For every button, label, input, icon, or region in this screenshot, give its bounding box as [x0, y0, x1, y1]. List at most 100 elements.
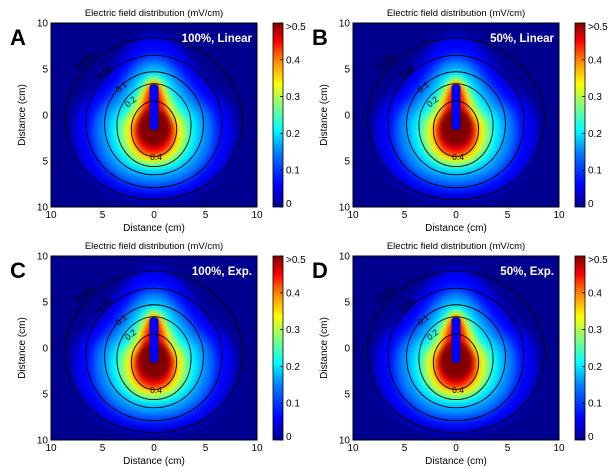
- panel-title: Electric field distribution (mV/cm): [387, 241, 525, 252]
- contour-line: [406, 304, 506, 409]
- x-tick-label: 5: [402, 210, 408, 221]
- colorbar-tick-label: 0.3: [286, 92, 300, 103]
- contour-line: [406, 71, 506, 176]
- colorbar-tick-label: 0.2: [588, 362, 602, 373]
- x-tick-label: 10: [553, 443, 565, 454]
- panel-letter: B: [312, 25, 328, 50]
- colorbar-tick-label: 0.2: [588, 129, 602, 140]
- x-axis-label: Distance (cm): [425, 456, 487, 467]
- colorbar-tick-label: 0.1: [588, 166, 602, 177]
- panel-letter: D: [312, 258, 328, 283]
- colorbar-tick-label: 0.3: [588, 92, 602, 103]
- colorbar-tick-label: >0.5: [286, 22, 306, 33]
- colorbar-tick-label: 0.2: [286, 362, 300, 373]
- colorbar: [272, 255, 284, 441]
- electrode: [149, 317, 159, 364]
- y-tick-label: 5: [344, 390, 350, 401]
- colorbar-tick-label: 0: [286, 432, 292, 443]
- x-tick-label: 0: [151, 443, 157, 454]
- colorbar-tick-label: >0.5: [286, 255, 306, 266]
- y-tick-label: 10: [37, 436, 49, 447]
- x-tick-label: 5: [505, 210, 511, 221]
- condition-label: 100%, Linear: [182, 33, 253, 45]
- contour-line: [64, 270, 244, 434]
- x-tick-label: 0: [151, 210, 157, 221]
- colorbar-tick-label: 0.1: [286, 166, 300, 177]
- x-tick-label: 10: [251, 210, 263, 221]
- y-axis-label: Distance (cm): [17, 84, 28, 146]
- x-tick-label: 0: [453, 210, 459, 221]
- contour-line: [418, 83, 494, 167]
- contour-line: [387, 287, 525, 422]
- colorbar-tick-label: >0.5: [588, 255, 608, 266]
- colorbar-tick-label: 0.3: [286, 325, 300, 336]
- x-tick-label: 10: [347, 443, 359, 454]
- colorbar: [574, 255, 586, 441]
- colorbar: [272, 22, 284, 208]
- panel-letter: C: [10, 258, 26, 283]
- x-tick-label: 5: [203, 210, 209, 221]
- contour-line: [85, 54, 223, 189]
- y-tick-label: 0: [344, 344, 350, 355]
- panel-title: Electric field distribution (mV/cm): [85, 8, 223, 19]
- contour-label: 0.4: [150, 152, 162, 162]
- contour-line: [387, 54, 525, 189]
- colorbar-tick-label: >0.5: [588, 22, 608, 33]
- panel-letter: A: [10, 25, 26, 50]
- x-axis-label: Distance (cm): [123, 223, 185, 234]
- colorbar-tick-label: 0.4: [286, 55, 300, 66]
- x-tick-label: 5: [505, 443, 511, 454]
- y-tick-label: 10: [37, 252, 49, 263]
- colorbar-tick-label: 0.4: [588, 288, 602, 299]
- x-tick-label: 0: [453, 443, 459, 454]
- contour-line: [130, 100, 178, 157]
- y-tick-label: 10: [339, 203, 351, 214]
- panel-title: Electric field distribution (mV/cm): [387, 8, 525, 19]
- panel-b: 0.0250.050.10.20.410105500551010Electric…: [312, 8, 608, 234]
- contour-line: [418, 316, 494, 400]
- electrode: [451, 317, 461, 364]
- x-tick-label: 5: [100, 210, 106, 221]
- contour-label: 0.4: [452, 385, 464, 395]
- colorbar-tick-label: 0.4: [588, 55, 602, 66]
- contour-line: [85, 287, 223, 422]
- colorbar-tick-label: 0: [588, 199, 594, 210]
- colorbar-tick-label: 0: [588, 432, 594, 443]
- x-tick-label: 5: [402, 443, 408, 454]
- panel-d: 0.0250.050.10.20.410105500551010Electric…: [312, 241, 608, 467]
- contour-line: [116, 316, 192, 400]
- y-axis-label: Distance (cm): [319, 84, 330, 146]
- colorbar-tick-label: 0.1: [588, 399, 602, 410]
- condition-label: 50%, Linear: [490, 33, 554, 45]
- x-tick-label: 5: [100, 443, 106, 454]
- contour-label: 0.4: [452, 152, 464, 162]
- electrode: [149, 84, 159, 131]
- panel-c: 0.0250.050.10.20.410105500551010Electric…: [10, 241, 306, 467]
- x-tick-label: 10: [45, 210, 57, 221]
- x-axis-label: Distance (cm): [425, 223, 487, 234]
- contour-line: [130, 333, 178, 390]
- y-tick-label: 5: [344, 157, 350, 168]
- x-tick-label: 10: [251, 443, 263, 454]
- x-tick-label: 10: [553, 210, 565, 221]
- contour-line: [432, 333, 480, 390]
- panel-title: Electric field distribution (mV/cm): [85, 241, 223, 252]
- condition-label: 100%, Exp.: [192, 266, 252, 278]
- y-tick-label: 5: [42, 390, 48, 401]
- y-axis-label: Distance (cm): [17, 317, 28, 379]
- y-tick-label: 10: [339, 252, 351, 263]
- contour-label: 0.4: [150, 385, 162, 395]
- colorbar: [574, 22, 586, 208]
- contour-line: [432, 100, 480, 157]
- condition-label: 50%, Exp.: [500, 266, 554, 278]
- colorbar-tick-label: 0.3: [588, 325, 602, 336]
- y-tick-label: 10: [339, 19, 351, 30]
- x-axis-label: Distance (cm): [123, 456, 185, 467]
- y-tick-label: 5: [42, 65, 48, 76]
- colorbar-tick-label: 0: [286, 199, 292, 210]
- contour-line: [104, 304, 204, 409]
- y-axis-label: Distance (cm): [319, 317, 330, 379]
- electrode: [451, 84, 461, 131]
